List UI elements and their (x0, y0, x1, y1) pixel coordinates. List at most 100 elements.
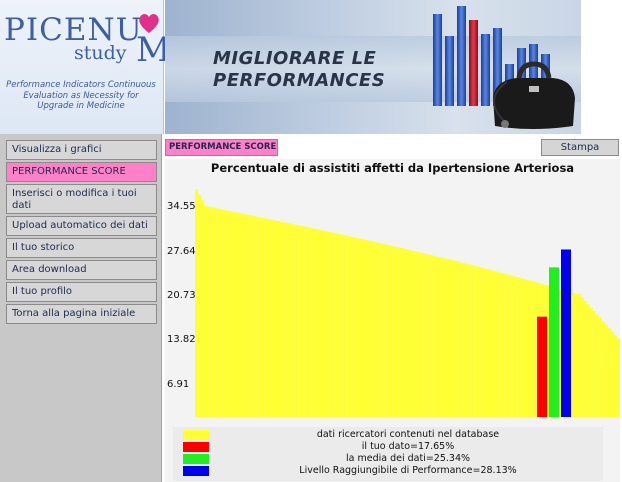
sidebar-item-profilo[interactable]: Il tuo profilo (6, 282, 157, 302)
chart-bar (516, 277, 520, 417)
chart-bar (571, 292, 575, 417)
chart-bar (453, 260, 457, 417)
logo[interactable]: PICENU study M Performance Indicators Co… (0, 0, 171, 134)
chart-bar (195, 189, 199, 417)
chart-bar (234, 212, 238, 417)
y-tick-label: 6.91 (167, 378, 190, 390)
chart-bar (583, 300, 587, 417)
legend-label: il tuo dato=17.65% (361, 441, 455, 452)
print-button[interactable]: Stampa (541, 139, 619, 156)
sidebar-item-inserisci-dati[interactable]: Inserisci o modifica i tuoi dati (6, 184, 157, 214)
chart-bar (522, 278, 526, 417)
chart-bar (483, 268, 487, 417)
sidebar-item-storico[interactable]: Il tuo storico (6, 238, 157, 258)
chart-bar (392, 246, 396, 417)
chart-bar (310, 228, 314, 417)
chart-bar (410, 250, 414, 417)
banner-title-line: PERFORMANCES (213, 70, 386, 91)
chart-bar (276, 221, 281, 417)
chart-bar (270, 219, 274, 417)
chart-bar (613, 335, 618, 417)
sidebar-item-visualizza-grafici[interactable]: Visualizza i grafici (6, 140, 157, 160)
chart-bar (407, 249, 411, 417)
legend-item: il tuo dato=17.65% (183, 441, 603, 453)
chart-bar (507, 274, 511, 417)
chart-bar (258, 217, 262, 417)
chart-bar (495, 271, 499, 417)
chart-bar (292, 224, 296, 417)
chart-bar (404, 249, 408, 417)
legend-item: dati ricercatori contenuti nel database (183, 429, 603, 441)
chart-bar (340, 234, 344, 417)
chart-bar (283, 222, 287, 417)
chart-bar (361, 239, 366, 417)
chart-bar (298, 225, 302, 417)
chart-bar (249, 215, 253, 417)
chart-bar (419, 252, 423, 417)
chart-bar (592, 311, 596, 417)
chart-bar (301, 226, 305, 417)
chart-panel: Percentuale di assistiti affetti da Iper… (165, 159, 620, 482)
legend-label: dati ricercatori contenuti nel database (316, 429, 500, 440)
banner-title: MIGLIORARE LE PERFORMANCES (213, 48, 385, 92)
y-tick-label: 13.82 (167, 334, 196, 346)
logo-study: study (74, 42, 127, 64)
chart-bar (413, 251, 417, 417)
chart-bar (535, 282, 539, 417)
sidebar-item-performance-score[interactable]: PERFORMANCE SCORE (6, 162, 157, 182)
chart-bar (374, 242, 378, 417)
chart-title: Percentuale di assistiti affetti da Iper… (210, 161, 575, 175)
sidebar-item-pagina-iniziale[interactable]: Torna alla pagina iniziale (6, 304, 157, 324)
chart-bar-highlight (537, 316, 547, 417)
chart-bar (231, 211, 235, 417)
legend-item: la media dei dati=25.34% (183, 453, 603, 465)
chart-bar (280, 221, 284, 417)
legend-swatch-green (183, 454, 209, 464)
sidebar: Visualizza i grafici PERFORMANCE SCORE I… (0, 134, 162, 482)
legend-label: Livello Raggiungibile di Performance=28.… (299, 465, 517, 476)
chart-bar (386, 244, 390, 417)
chart-bar (228, 211, 232, 417)
chart-bar (480, 267, 484, 417)
chart-bar (377, 242, 381, 417)
chart-bar (489, 270, 493, 417)
chart-bar (513, 276, 517, 417)
chart-bar (243, 214, 247, 417)
chart-bar (210, 207, 214, 417)
chart-bar (334, 233, 338, 417)
chart-bar (474, 266, 478, 417)
chart-bar (586, 304, 590, 417)
legend-swatch-yellow (183, 430, 209, 440)
chart-bar (343, 235, 347, 417)
tab-performance-score[interactable]: PERFORMANCE SCORE (165, 139, 278, 156)
y-tick-label: 27.64 (167, 245, 196, 257)
header-banner: MIGLIORARE LE PERFORMANCES (165, 0, 581, 134)
sidebar-item-area-download[interactable]: Area download (6, 260, 157, 280)
logo-tagline: Performance Indicators Continuous Evalua… (4, 80, 158, 112)
chart-bar (431, 255, 435, 417)
chart-bar (216, 208, 220, 417)
chart-bar (222, 209, 226, 417)
chart-bar-highlight (561, 249, 571, 417)
chart-bar (401, 248, 405, 417)
chart-bar (252, 216, 256, 417)
chart-bar (607, 328, 611, 417)
chart-bar (349, 236, 353, 417)
chart-bar (383, 244, 387, 417)
chart-bar (610, 331, 614, 417)
chart-bar (307, 227, 311, 417)
chart-bar (525, 279, 529, 417)
chart-bar (264, 218, 268, 417)
chart-bar (255, 216, 259, 417)
chart-bar (365, 240, 369, 417)
chart-bar (237, 212, 241, 417)
chart-bar (398, 247, 402, 417)
chart-bar (595, 314, 599, 417)
chart-bar (395, 246, 399, 417)
chart-bar (273, 220, 278, 417)
chart-bar (352, 237, 356, 417)
chart-bar (486, 269, 490, 417)
chart-bar (422, 253, 426, 417)
sidebar-item-upload-automatico[interactable]: Upload automatico dei dati (6, 216, 157, 236)
